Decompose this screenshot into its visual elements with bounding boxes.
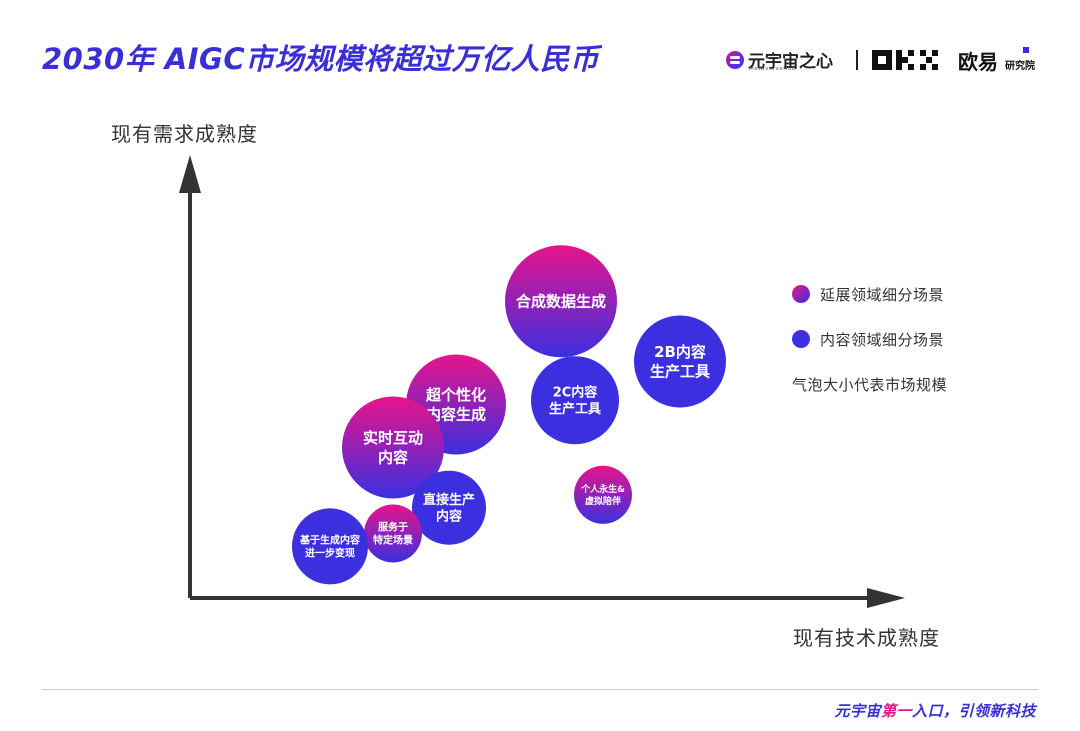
bubble-label: 内容: [436, 509, 462, 525]
bubble: [292, 508, 368, 585]
bubble: [412, 470, 486, 545]
chart-bubbles: 合成数据生成2B内容生产工具2C内容生产工具超个性化内容生成实时互动内容直接生产…: [292, 245, 726, 585]
bubble: [531, 356, 619, 445]
bubble: [505, 245, 617, 358]
bubble: [574, 465, 632, 524]
footer-divider: [42, 689, 1038, 690]
bubble-label: 内容: [378, 449, 408, 467]
legend-dot-content: [792, 330, 810, 348]
brand-metaversehub-sub: MetaverseHub: [749, 66, 797, 72]
bubble: [634, 315, 726, 408]
bubble-label: 2C内容: [553, 384, 598, 400]
okx-logo-icon: [872, 50, 938, 70]
brand-divider: [856, 50, 858, 70]
bubble-label: 实时互动: [363, 429, 423, 447]
footer-slogan-highlight: 第一: [880, 702, 912, 720]
legend-label-extended: 延展领域细分场景: [820, 286, 945, 304]
metaversehub-logo-icon: [726, 51, 744, 69]
brand-okx-sub: 研究院: [1005, 61, 1035, 72]
size-legend-note: 气泡大小代表市场规模: [792, 376, 948, 394]
y-axis-arrow: [179, 155, 201, 193]
bubble-label: 直接生产: [423, 492, 475, 508]
footer-slogan-prefix: 元宇宙: [834, 702, 881, 720]
bubble-label: 合成数据生成: [515, 293, 606, 311]
bubble-label: 虚拟陪伴: [585, 495, 621, 507]
brand-okx-dot: [1023, 47, 1029, 53]
chart-axes: [179, 155, 905, 608]
bubble: [342, 396, 444, 499]
footer-slogan: 元宇宙第一入口，引领新科技: [834, 700, 1036, 721]
x-axis-title: 现有技术成熟度: [793, 626, 940, 650]
legend-label-content: 内容领域细分场景: [820, 331, 945, 349]
brand-okx-name: 欧易: [958, 50, 998, 74]
y-axis-title: 现有需求成熟度: [111, 122, 258, 146]
footer-slogan-suffix: 入口，引领新科技: [911, 702, 1036, 720]
bubble-label: 2B内容: [654, 343, 706, 361]
bubble-label: 进一步变现: [305, 546, 355, 559]
bubble-label: 特定场景: [373, 534, 413, 547]
bubble: [364, 504, 422, 563]
x-axis-arrow: [867, 588, 905, 608]
brand-metaversehub-name: 元宇宙之心: [748, 52, 833, 72]
bubble-label: 生产工具: [549, 401, 601, 417]
bubble-label: 内容生成: [426, 406, 486, 424]
bubble-label: 基于生成内容: [299, 533, 360, 546]
bubble-label: 个人永生&: [580, 483, 625, 495]
bubble-label: 生产工具: [650, 363, 710, 381]
bubble-label: 超个性化: [425, 386, 486, 404]
page-title: 2030年 AIGC市场规模将超过万亿人民币: [42, 42, 600, 76]
legend-dot-extended: [792, 285, 810, 303]
bubble-label: 服务于: [378, 521, 408, 534]
brand-logos: 元宇宙之心 MetaverseHub 欧易 研究院: [722, 44, 1042, 74]
